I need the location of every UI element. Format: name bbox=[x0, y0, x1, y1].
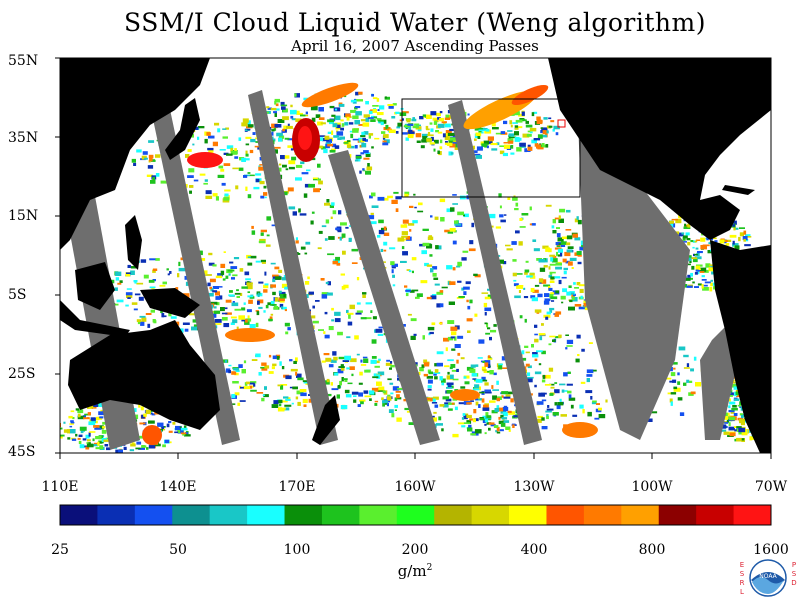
colorbar-swatch bbox=[583, 505, 622, 525]
colorbar-swatch bbox=[134, 505, 173, 525]
colorbar-tick-25: 25 bbox=[51, 542, 69, 558]
lat-label-15n: 15N bbox=[8, 208, 39, 224]
map-subtitle: April 16, 2007 Ascending Passes bbox=[291, 37, 539, 55]
lon-label-100w: 100W bbox=[631, 479, 673, 495]
borneo bbox=[75, 262, 115, 310]
colorbar-unit: g/m2 bbox=[397, 562, 433, 580]
colorbar-swatch bbox=[434, 505, 473, 525]
lon-label-170e: 170E bbox=[278, 479, 316, 495]
lat-label-25s: 25S bbox=[8, 366, 36, 382]
colorbar-swatch bbox=[97, 505, 136, 525]
swath-gap bbox=[150, 100, 240, 445]
colorbar-swatch bbox=[696, 505, 735, 525]
new-guinea bbox=[140, 288, 200, 318]
colorbar-tick-400: 400 bbox=[520, 542, 548, 558]
colorbar-swatch bbox=[209, 505, 248, 525]
colorbar-tick-200: 200 bbox=[401, 542, 429, 558]
north-america bbox=[548, 58, 771, 240]
swath-gap bbox=[578, 120, 690, 440]
colorbar-tick-800: 800 bbox=[638, 542, 666, 558]
blob-hotspots bbox=[142, 82, 598, 445]
colorbar-tick-100: 100 bbox=[283, 542, 311, 558]
central-america-south-america bbox=[710, 240, 771, 453]
colorbar-swatch bbox=[471, 505, 510, 525]
new-zealand bbox=[312, 395, 340, 445]
colorbar-swatch bbox=[546, 505, 585, 525]
colorbar-swatch bbox=[284, 505, 323, 525]
swath-gap bbox=[248, 90, 338, 445]
colorbar-tick-50: 50 bbox=[169, 542, 187, 558]
philippines bbox=[125, 215, 142, 270]
cuba bbox=[722, 185, 755, 195]
lon-label-160w: 160W bbox=[394, 479, 436, 495]
colorbar-swatch bbox=[60, 505, 98, 525]
lat-label-35n: 35N bbox=[8, 130, 39, 146]
australia bbox=[68, 320, 220, 430]
colorbar-swatch bbox=[509, 505, 547, 525]
marker-box bbox=[557, 119, 566, 128]
asia-landmass bbox=[60, 58, 210, 250]
swath-gap bbox=[448, 100, 542, 445]
colorbar bbox=[59, 504, 772, 526]
lat-label-5s: 5S bbox=[8, 287, 27, 303]
colorbar-swatch bbox=[733, 505, 772, 525]
swath-gap bbox=[328, 150, 440, 445]
colorbar-tick-1600: 1600 bbox=[753, 542, 789, 558]
lon-label-70w: 70W bbox=[754, 479, 788, 495]
colorbar-swatch bbox=[396, 505, 435, 525]
lat-label-55n: 55N bbox=[8, 53, 39, 69]
colorbar-swatch bbox=[247, 505, 286, 525]
colorbar-swatch bbox=[621, 505, 660, 525]
colorbar-swatch bbox=[172, 505, 211, 525]
colorbar-swatch bbox=[359, 505, 398, 525]
land-masses bbox=[60, 58, 771, 453]
map-ticks bbox=[55, 57, 772, 459]
map-title: SSM/I Cloud Liquid Water (Weng algorithm… bbox=[124, 8, 706, 37]
colorbar-swatch bbox=[321, 505, 360, 525]
lon-label-140e: 140E bbox=[159, 479, 197, 495]
colorbar-swatch bbox=[658, 505, 697, 525]
japan-islands bbox=[165, 98, 200, 160]
lon-label-130w: 130W bbox=[513, 479, 555, 495]
no-data-swaths bbox=[62, 90, 752, 450]
colorbar-frame bbox=[59, 504, 772, 526]
lon-label-110e: 110E bbox=[41, 479, 79, 495]
sumatra-java bbox=[60, 300, 130, 337]
noaa-logo: NOAA bbox=[749, 559, 787, 597]
region-box bbox=[401, 98, 581, 198]
logo-text: NOAA bbox=[759, 573, 777, 580]
lat-label-45s: 45S bbox=[8, 444, 36, 460]
